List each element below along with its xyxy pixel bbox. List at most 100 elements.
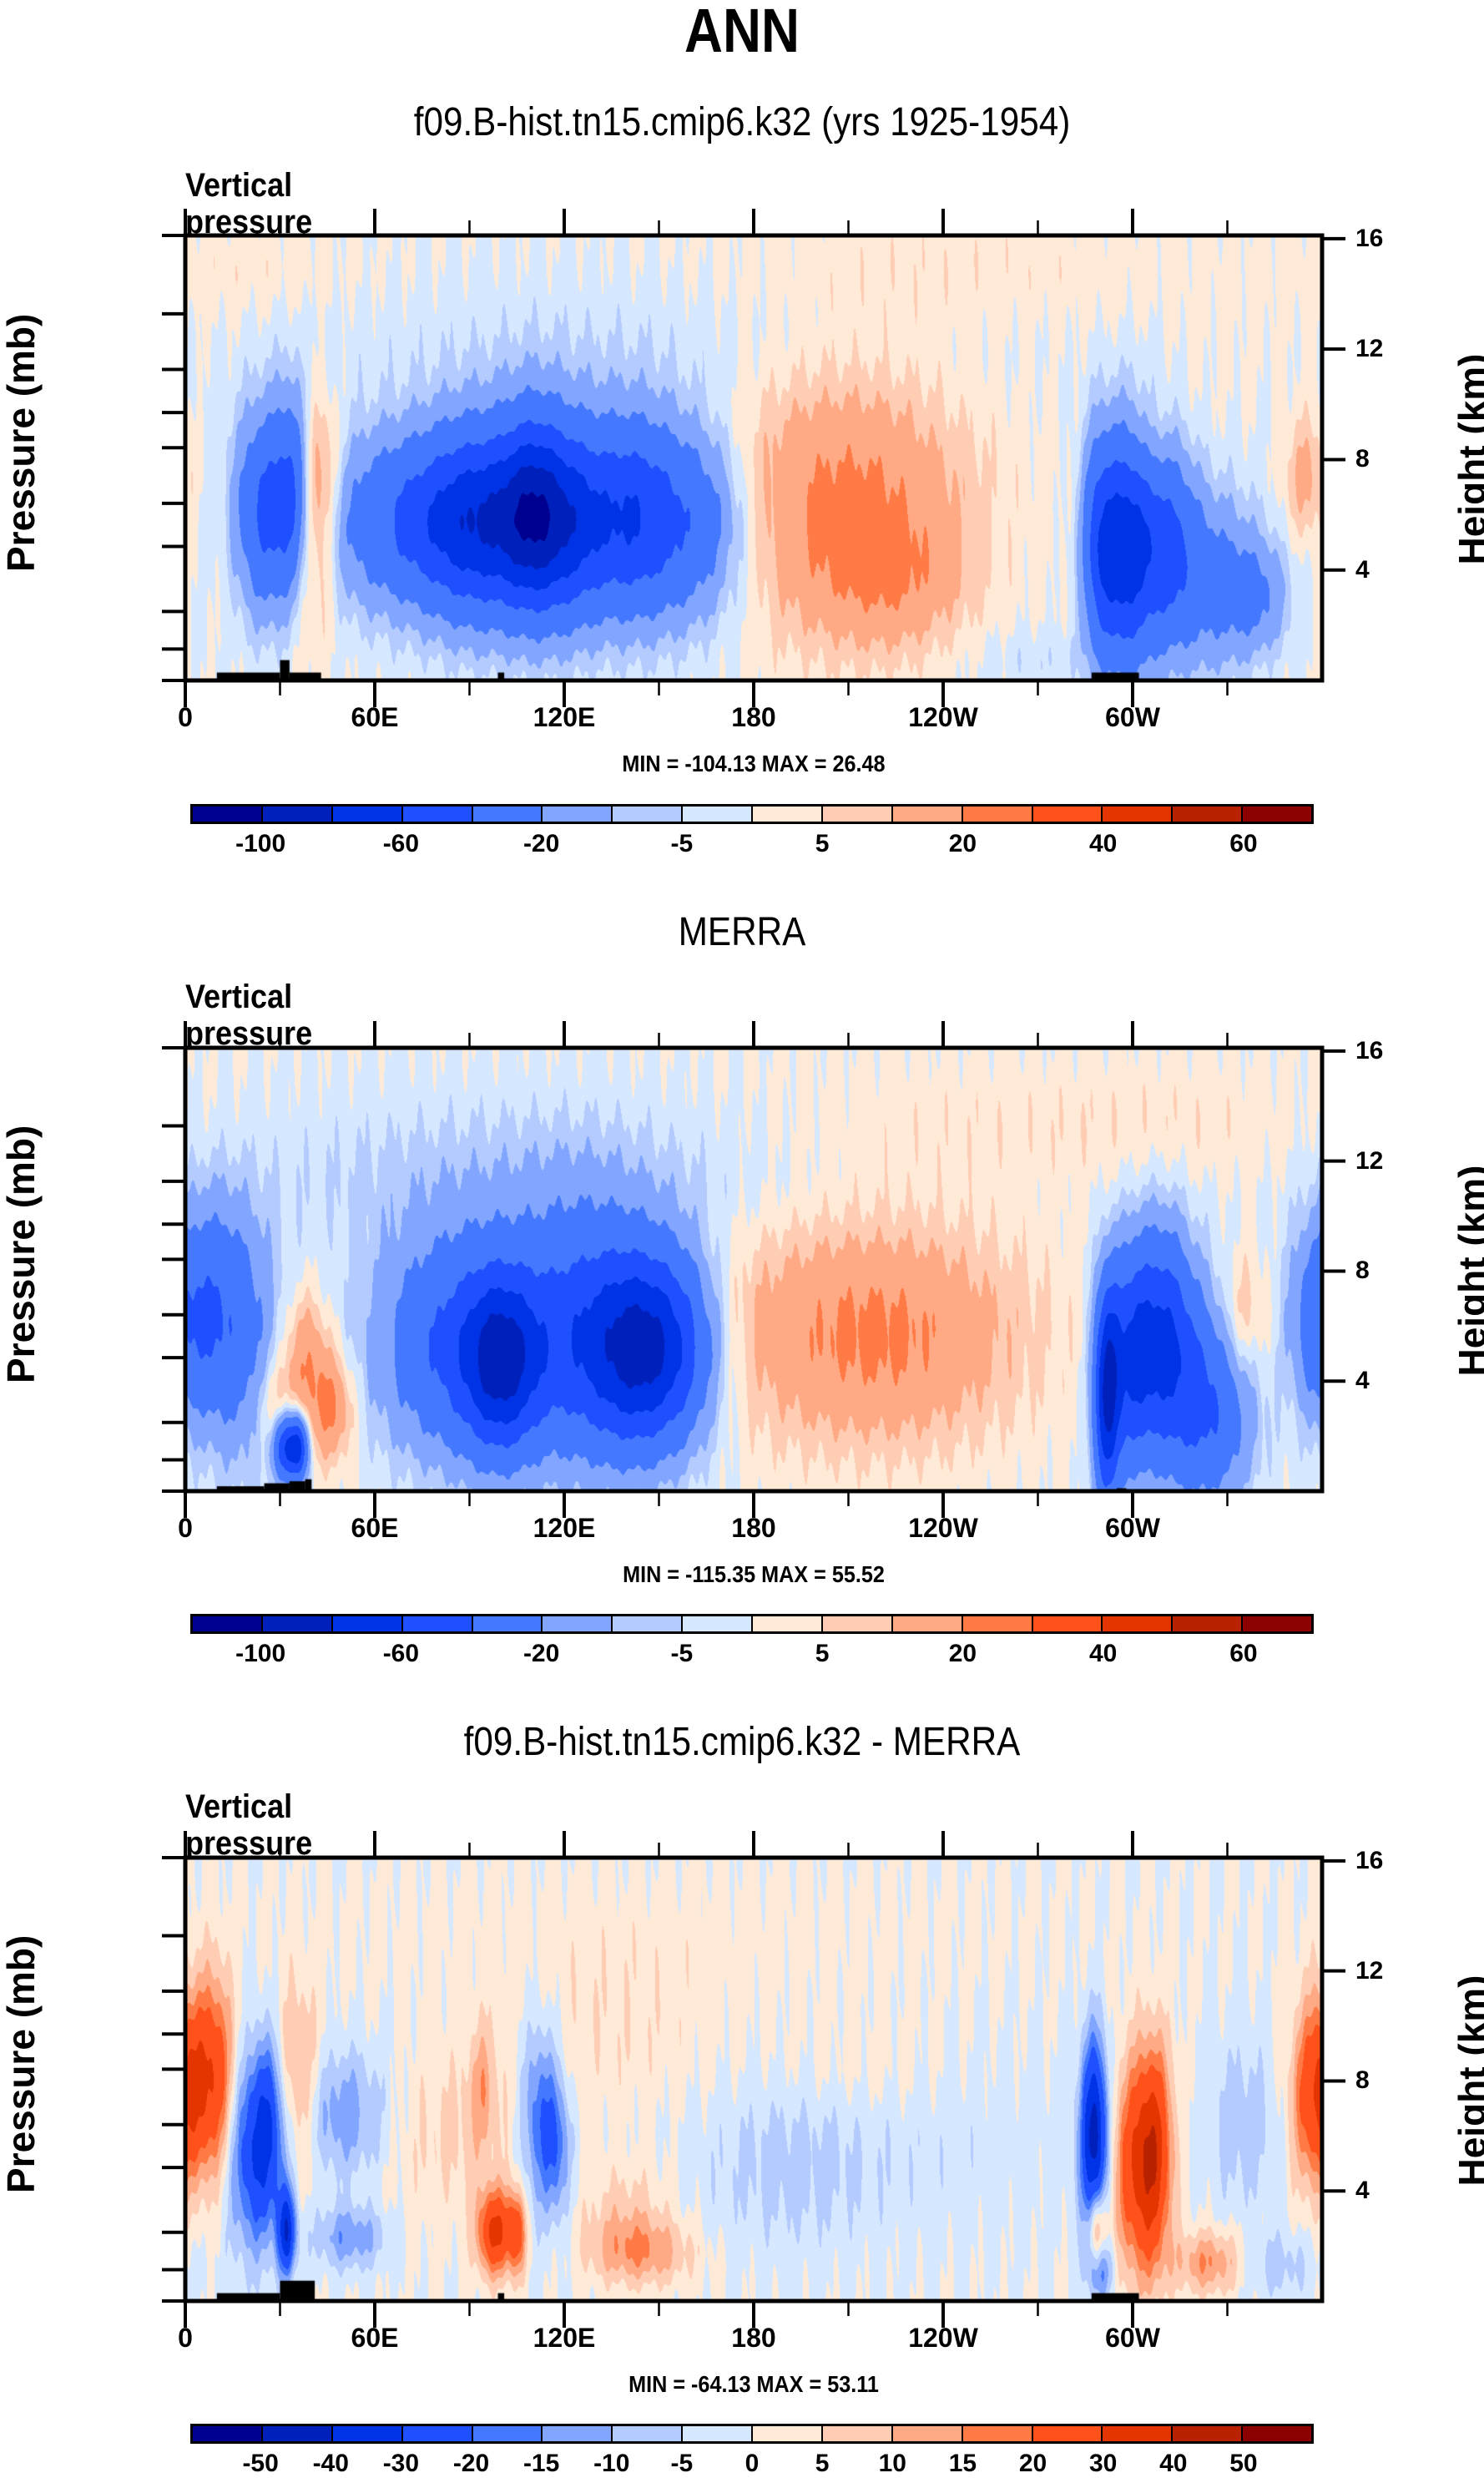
- x-tick-label: 120W: [908, 2323, 978, 2353]
- x-tick-label: 120E: [533, 1513, 596, 1543]
- height-tick-label: 12: [1355, 335, 1384, 363]
- colorbar-label: -5: [670, 2450, 694, 2477]
- colorbar-box: [1103, 807, 1174, 822]
- y-axis-title: Pressure (mb): [0, 1934, 43, 2193]
- y-right-axis-title: Height (km): [1451, 1975, 1484, 2186]
- x-tick-label: 120E: [533, 2323, 596, 2353]
- colorbar-box: [332, 1616, 403, 1631]
- colorbar-label: -5: [670, 1640, 694, 1667]
- height-tick-label: 4: [1355, 555, 1370, 584]
- x-tick-label: 180: [731, 702, 776, 732]
- x-tick-label: 60W: [1105, 702, 1160, 732]
- colorbar-box: [402, 807, 473, 822]
- colorbar-label: 40: [1088, 1640, 1118, 1667]
- x-tick-label: 0: [178, 1513, 193, 1543]
- colorbar-label: 40: [1088, 830, 1118, 857]
- x-tick-label: 180: [731, 1513, 776, 1543]
- height-tick-label: 16: [1355, 224, 1384, 252]
- colorbar-label: 15: [948, 2450, 977, 2477]
- x-tick-label: 120W: [908, 1513, 978, 1543]
- colorbar-box: [1243, 1616, 1311, 1631]
- colorbar-label: 20: [1018, 2450, 1047, 2477]
- colorbar: [190, 804, 1314, 824]
- colorbar-box: [892, 1616, 963, 1631]
- colorbar-label: 50: [1229, 2450, 1258, 2477]
- colorbar-label: -60: [382, 1640, 420, 1667]
- colorbar-label: -100: [235, 830, 286, 857]
- height-tick-label: 4: [1355, 1367, 1370, 1395]
- colorbar-box: [822, 1616, 893, 1631]
- colorbar-label: 5: [815, 1640, 830, 1667]
- colorbar-box: [962, 807, 1033, 822]
- colorbar-box: [262, 2426, 333, 2441]
- height-tick-label: 16: [1355, 1846, 1384, 1874]
- colorbar: [190, 2424, 1314, 2444]
- min-max-label: MIN = -115.35 MAX = 55.52: [623, 1561, 885, 1587]
- panel-title: f09.B-hist.tn15.cmip6.k32 (yrs 1925-1954…: [413, 100, 1071, 144]
- panel-title: MERRA: [678, 910, 806, 954]
- height-tick-label: 8: [1355, 1257, 1370, 1285]
- colorbar-box: [1243, 2426, 1311, 2441]
- colorbar-label: -30: [382, 2450, 420, 2477]
- colorbar-label: -15: [522, 2450, 560, 2477]
- x-tick-label: 0: [178, 2323, 193, 2353]
- colorbar-label: 40: [1159, 2450, 1188, 2477]
- colorbar-label: 60: [1229, 1640, 1258, 1667]
- colorbar-box: [193, 807, 263, 822]
- colorbar-box: [262, 807, 333, 822]
- panel-title: f09.B-hist.tn15.cmip6.k32 - MERRA: [463, 1720, 1021, 1764]
- colorbar-label: -40: [312, 2450, 349, 2477]
- colorbar-label: 0: [745, 2450, 760, 2477]
- colorbar-box: [1032, 807, 1103, 822]
- colorbar-label: -20: [522, 830, 560, 857]
- colorbar-box: [683, 807, 753, 822]
- colorbar-label: -5: [670, 830, 694, 857]
- height-tick-label: 16: [1355, 1036, 1384, 1065]
- height-tick-label: 8: [1355, 2066, 1370, 2095]
- colorbar-box: [822, 2426, 893, 2441]
- contour-field: [185, 235, 1322, 680]
- colorbar-box: [262, 1616, 333, 1631]
- colorbar-label: 5: [815, 2450, 830, 2477]
- x-tick-label: 60W: [1105, 1513, 1160, 1543]
- plot-frame: [183, 1855, 1325, 2303]
- colorbar-box: [402, 2426, 473, 2441]
- colorbar-box: [1103, 1616, 1174, 1631]
- contour-field: [185, 1858, 1322, 2301]
- colorbar-label: -20: [522, 1640, 560, 1667]
- colorbar-box: [892, 807, 963, 822]
- height-tick-label: 12: [1355, 1146, 1384, 1175]
- x-tick-label: 60E: [351, 2323, 399, 2353]
- contour-field: [185, 1048, 1322, 1491]
- colorbar-label: -100: [235, 1640, 286, 1667]
- colorbar-box: [753, 1616, 823, 1631]
- colorbar-label: -20: [452, 2450, 490, 2477]
- colorbar-box: [822, 807, 893, 822]
- colorbar-box: [332, 2426, 403, 2441]
- colorbar-box: [543, 2426, 613, 2441]
- colorbar-box: [543, 1616, 613, 1631]
- colorbar-label: 20: [948, 1640, 977, 1667]
- colorbar-box: [753, 2426, 823, 2441]
- colorbar-label: 60: [1229, 830, 1258, 857]
- x-tick-label: 120W: [908, 702, 978, 732]
- colorbar-box: [613, 1616, 684, 1631]
- colorbar-box: [683, 1616, 753, 1631]
- colorbar-box: [753, 807, 823, 822]
- colorbar-box: [402, 1616, 473, 1631]
- colorbar-label: -50: [242, 2450, 279, 2477]
- colorbar-box: [962, 1616, 1033, 1631]
- colorbar-box: [472, 1616, 543, 1631]
- x-tick-label: 0: [178, 702, 193, 732]
- colorbar-label: 20: [948, 830, 977, 857]
- x-tick-label: 60E: [351, 702, 399, 732]
- colorbar-label: -60: [382, 830, 420, 857]
- x-tick-label: 60E: [351, 1513, 399, 1543]
- colorbar-box: [543, 807, 613, 822]
- min-max-label: MIN = -104.13 MAX = 26.48: [622, 751, 886, 776]
- colorbar-box: [1032, 2426, 1103, 2441]
- figure-title: ANN: [684, 0, 800, 65]
